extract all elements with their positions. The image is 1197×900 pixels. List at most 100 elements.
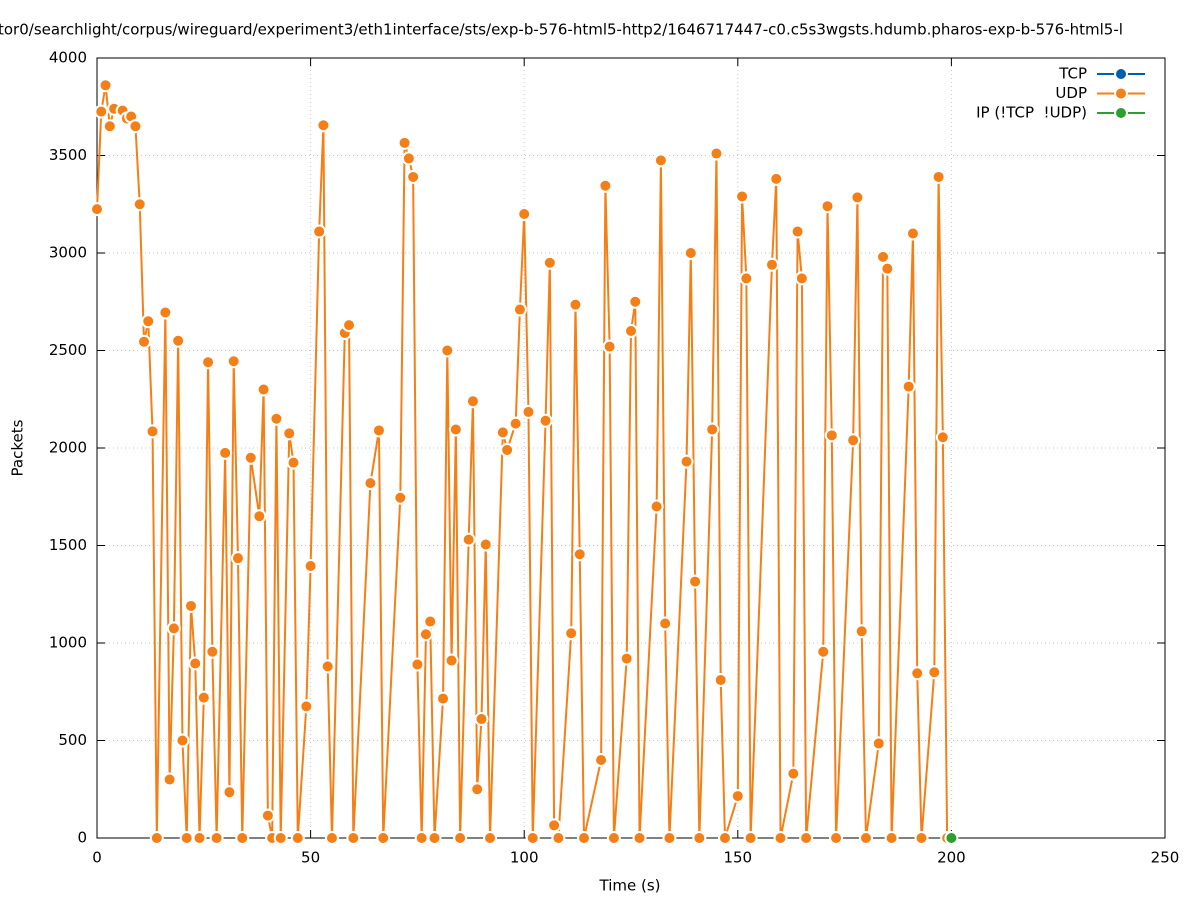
data-point (730, 789, 745, 804)
legend-marker (1114, 67, 1128, 81)
data-point (658, 616, 673, 631)
data-point (141, 314, 156, 329)
data-point (705, 422, 720, 437)
data-point (478, 537, 493, 552)
data-point (371, 423, 386, 438)
data-point (282, 426, 297, 441)
data-point (688, 574, 703, 589)
data-point (158, 305, 173, 320)
data-point (90, 202, 104, 217)
data-point (846, 433, 861, 448)
data-point (594, 753, 609, 767)
data-point (717, 831, 732, 845)
data-point (884, 831, 899, 845)
data-point (453, 831, 468, 845)
data-point (256, 382, 271, 397)
data-point (538, 413, 553, 428)
data-point (854, 624, 869, 639)
data-point (218, 445, 233, 460)
data-point (312, 224, 327, 239)
data-point (423, 614, 438, 629)
data-point (572, 547, 587, 562)
data-point (606, 831, 621, 845)
data-point (205, 644, 220, 659)
data-point (743, 831, 758, 845)
data-point (166, 621, 181, 636)
y-tick-label: 0 (77, 829, 87, 847)
data-point (269, 411, 284, 426)
data-point (547, 818, 562, 833)
data-point (739, 271, 754, 286)
data-point (465, 394, 480, 409)
data-point (931, 169, 946, 184)
data-point (619, 651, 634, 666)
data-point (790, 224, 805, 239)
y-tick-label: 4000 (49, 49, 87, 67)
x-axis-label: Time (s) (599, 877, 661, 895)
data-point (713, 673, 728, 688)
data-point (542, 255, 557, 270)
data-point (824, 428, 839, 443)
data-point (905, 226, 920, 241)
x-tick-label: 50 (301, 849, 320, 867)
data-point (632, 831, 647, 845)
data-point (196, 690, 211, 705)
data-point (273, 831, 288, 845)
data-point (679, 454, 694, 469)
data-point (102, 119, 117, 134)
data-point (850, 190, 865, 205)
data-point (260, 808, 275, 823)
data-point (209, 831, 224, 845)
data-point (483, 831, 498, 845)
data-point (858, 831, 873, 845)
y-tick-label: 1500 (49, 536, 87, 554)
data-point (94, 104, 109, 119)
data-point (222, 785, 237, 800)
y-tick-label: 500 (58, 731, 87, 749)
data-point (149, 831, 164, 845)
data-point (764, 257, 779, 272)
data-point (577, 831, 592, 845)
legend-marker (1114, 106, 1128, 120)
data-point (474, 712, 489, 727)
data-point (418, 627, 433, 642)
data-point (910, 666, 925, 681)
data-point (794, 271, 809, 286)
data-point (820, 199, 835, 214)
data-point (226, 354, 241, 369)
x-tick-label: 150 (723, 849, 752, 867)
data-point (799, 831, 814, 845)
data-point (935, 430, 950, 445)
data-point (98, 78, 113, 93)
data-point (735, 189, 750, 204)
data-point (230, 551, 245, 566)
data-point (171, 333, 186, 348)
data-point (816, 644, 831, 659)
data-point (876, 249, 891, 264)
x-tick-label: 100 (510, 849, 539, 867)
chart-title: tor0/searchlight/corpus/wireguard/experi… (0, 21, 1123, 39)
data-point (179, 831, 194, 845)
data-point (692, 831, 707, 845)
data-point (316, 118, 331, 133)
data-point (427, 831, 442, 845)
data-point (162, 772, 177, 787)
y-tick-label: 3000 (49, 244, 87, 262)
data-point (662, 831, 677, 845)
series-line (96, 85, 949, 839)
data-point (397, 135, 412, 150)
x-tick-label: 250 (1151, 849, 1180, 867)
data-point (500, 442, 515, 457)
data-point (346, 831, 361, 845)
data-point (495, 425, 510, 440)
data-point (132, 197, 147, 212)
data-point (628, 294, 643, 309)
data-point (769, 171, 784, 186)
data-point (175, 733, 190, 748)
data-point (401, 151, 416, 166)
data-point (410, 657, 425, 672)
data-point (436, 691, 451, 706)
data-point (192, 831, 207, 845)
legend-label: IP (!TCP !UDP) (976, 104, 1087, 122)
data-point (551, 831, 566, 845)
